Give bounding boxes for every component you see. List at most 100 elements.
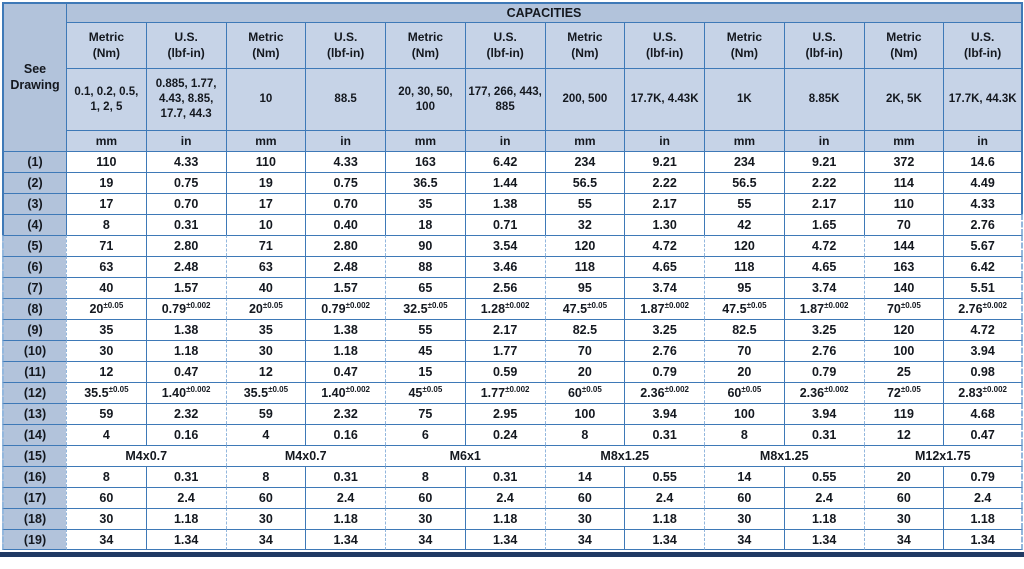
- table-cell: 6.42: [464, 151, 545, 172]
- tolerance-superscript: ±0.002: [982, 384, 1008, 394]
- table-cell: 12: [225, 361, 306, 382]
- capacity-values-cell: 17.7K, 4.43K: [624, 68, 704, 130]
- table-cell: 6: [385, 424, 465, 445]
- table-cell: 2.36±0.002: [624, 382, 704, 403]
- capacity-values-cell: 0.1, 0.2, 0.5, 1, 2, 5: [66, 68, 146, 130]
- column-header: U.S. (lbf-in): [783, 22, 864, 68]
- row-label: (5): [2, 235, 66, 256]
- table-cell: 10: [225, 214, 306, 235]
- table-cell: 17: [66, 193, 146, 214]
- capacity-values-cell: 17.7K, 44.3K: [943, 68, 1024, 130]
- row-label: (1): [2, 151, 66, 172]
- capacity-values-cell: 1K: [704, 68, 784, 130]
- table-cell: 2.4: [464, 487, 545, 508]
- table-cell: 72±0.05: [863, 382, 944, 403]
- table-cell: 1.34: [783, 529, 864, 550]
- table-cell: 1.18: [464, 508, 545, 529]
- table-cell: 2.4: [783, 487, 864, 508]
- column-header: U.S. (lbf-in): [305, 22, 385, 68]
- table-cell: 30: [225, 508, 306, 529]
- table-cell: 4.72: [783, 235, 864, 256]
- table-cell: 34: [66, 529, 146, 550]
- table-cell: 0.75: [305, 172, 385, 193]
- dimension-unit-row: mm in mm in mm in mm in mm in mm in: [2, 130, 1024, 151]
- capacity-values-cell: 200, 500: [544, 68, 625, 130]
- bottom-divider-bar: [0, 552, 1024, 557]
- table-cell: 20±0.05: [225, 298, 306, 319]
- merged-thread-cell: M4x0.7: [225, 445, 385, 466]
- table-cell: 2.4: [305, 487, 385, 508]
- table-cell: 0.79±0.002: [305, 298, 385, 319]
- tolerance-superscript: ±0.002: [505, 300, 530, 310]
- capacity-values-row: 0.1, 0.2, 0.5, 1, 2, 5 0.885, 1.77, 4.43,…: [2, 68, 1024, 130]
- table-cell: 4.65: [624, 256, 704, 277]
- table-cell: 59: [66, 403, 146, 424]
- table-cell: 20: [704, 361, 784, 382]
- capacity-values-cell: 177, 266, 443, 885: [464, 68, 545, 130]
- table-cell: 163: [385, 151, 465, 172]
- tolerance-superscript: ±0.05: [262, 300, 283, 310]
- table-cell: 56.5: [704, 172, 784, 193]
- row-label: (14): [2, 424, 66, 445]
- table-cell: 82.5: [544, 319, 625, 340]
- table-cell: 120: [863, 319, 944, 340]
- tolerance-superscript: ±0.05: [900, 384, 921, 394]
- table-cell: 0.70: [305, 193, 385, 214]
- table-cell: 0.31: [145, 214, 226, 235]
- table-cell: 140: [863, 277, 944, 298]
- tolerance-superscript: ±0.002: [345, 384, 370, 394]
- table-cell: 20: [544, 361, 625, 382]
- table-cell: 2.36±0.002: [783, 382, 864, 403]
- table-cell: 95: [544, 277, 625, 298]
- table-cell: 1.18: [145, 508, 226, 529]
- table-cell: 8: [544, 424, 625, 445]
- table-cell: 17: [225, 193, 306, 214]
- table-body: (1) 110 4.33 110 4.33 163 6.42 234 9.21 234 9.21 37…: [2, 151, 1024, 550]
- table-cell: 20±0.05: [66, 298, 146, 319]
- table-cell: 4.33: [943, 193, 1024, 214]
- table-cell: 1.77±0.002: [464, 382, 545, 403]
- tolerance-superscript: ±0.05: [108, 384, 129, 394]
- table-cell: 1.18: [624, 508, 704, 529]
- table-cell: 1.38: [305, 319, 385, 340]
- table-cell: 88: [385, 256, 465, 277]
- table-cell: 14.6: [943, 151, 1024, 172]
- table-cell: 1.28±0.002: [464, 298, 545, 319]
- table-cell: 0.31: [464, 466, 545, 487]
- tolerance-superscript: ±0.05: [427, 300, 448, 310]
- table-cell: 110: [225, 151, 306, 172]
- column-header: U.S. (lbf-in): [624, 22, 704, 68]
- table-cell: 25: [863, 361, 944, 382]
- table-cell: 118: [544, 256, 625, 277]
- table-row: (2) 19 0.75 19 0.75 36.5 1.44 56.5 2.22 56.5 2.22 1…: [2, 172, 1024, 193]
- merged-thread-cell: M12x1.75: [863, 445, 1024, 466]
- table-cell: 2.76: [624, 340, 704, 361]
- column-header-row: Metric (Nm) U.S. (lbf-in) Metric (Nm) U.S. …: [2, 22, 1024, 68]
- table-cell: 0.16: [145, 424, 226, 445]
- table-cell: 3.94: [624, 403, 704, 424]
- table-cell: 14: [544, 466, 625, 487]
- capacity-values-cell: 0.885, 1.77, 4.43, 8.85, 17.7, 44.3: [145, 68, 226, 130]
- table-cell: 40: [66, 277, 146, 298]
- column-header: U.S. (lbf-in): [145, 22, 226, 68]
- table-cell: 1.44: [464, 172, 545, 193]
- table-cell: 4: [225, 424, 306, 445]
- table-cell: 1.87±0.002: [624, 298, 704, 319]
- table-row: (4) 8 0.31 10 0.40 18 0.71 32 1.30 42 1.65 70 2.76: [2, 214, 1024, 235]
- table-cell: 234: [704, 151, 784, 172]
- table-row: (11) 12 0.47 12 0.47 15 0.59 20 0.79 20 0.79 25 0.98: [2, 361, 1024, 382]
- table-cell: 2.76±0.002: [943, 298, 1024, 319]
- table-cell: 1.65: [783, 214, 864, 235]
- column-header: Metric (Nm): [863, 22, 944, 68]
- table-cell: 30: [385, 508, 465, 529]
- table-cell: 3.94: [943, 340, 1024, 361]
- table-cell: 55: [704, 193, 784, 214]
- column-header: Metric (Nm): [385, 22, 465, 68]
- table-cell: 3.74: [624, 277, 704, 298]
- column-header: Metric (Nm): [704, 22, 784, 68]
- table-cell: 3.54: [464, 235, 545, 256]
- table-cell: 144: [863, 235, 944, 256]
- table-cell: 1.34: [624, 529, 704, 550]
- table-cell: 0.47: [145, 361, 226, 382]
- see-drawing-corner-label: See Drawing: [2, 2, 66, 151]
